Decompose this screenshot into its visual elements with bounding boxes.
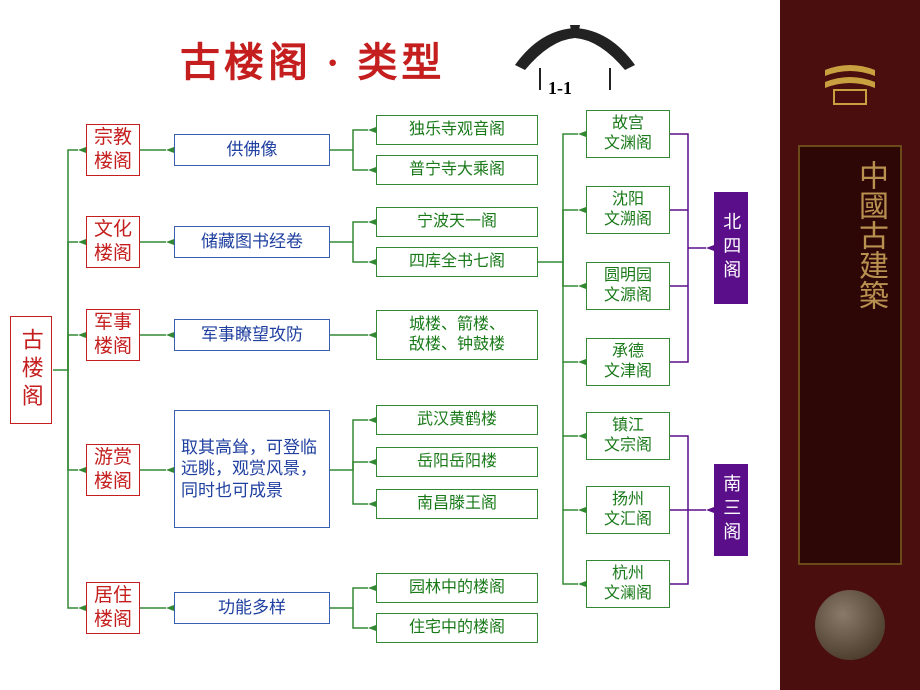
cat-wenhua: 文化 楼阁 <box>86 216 140 268</box>
north-group: 北四阁 <box>714 192 748 304</box>
main-area: 古楼阁 · 类型 1-1 <box>0 0 780 690</box>
siku-yuanming: 圆明园 文源阁 <box>586 262 670 310</box>
root-node: 古楼阁 <box>10 316 52 424</box>
desc-juzhu: 功能多样 <box>174 592 330 624</box>
leaf-siku: 四库全书七阁 <box>376 247 538 277</box>
cat-junshi: 军事 楼阁 <box>86 309 140 361</box>
desc-junshi: 军事瞭望攻防 <box>174 319 330 351</box>
siku-hangzhou: 杭州 文澜阁 <box>586 560 670 608</box>
door-knocker-icon <box>815 590 885 660</box>
desc-zongjiao: 供佛像 <box>174 134 330 166</box>
leaf-chenglou: 城楼、箭楼、 敌楼、钟鼓楼 <box>376 310 538 360</box>
leaf-yueyang: 岳阳岳阳楼 <box>376 447 538 477</box>
cat-juzhu: 居住 楼阁 <box>86 582 140 634</box>
roof-decoration <box>510 20 640 90</box>
leaf-puning: 普宁寺大乘阁 <box>376 155 538 185</box>
siku-gugong: 故宫 文渊阁 <box>586 110 670 158</box>
sidebar: 中國古建築 <box>780 0 920 690</box>
siku-yangzhou: 扬州 文汇阁 <box>586 486 670 534</box>
leaf-tengwang: 南昌滕王阁 <box>376 489 538 519</box>
siku-chengde: 承德 文津阁 <box>586 338 670 386</box>
diagram: 古楼阁 宗教 楼阁 文化 楼阁 军事 楼阁 游赏 楼阁 居住 楼阁 供佛像 储藏… <box>8 110 778 680</box>
leaf-tianyi: 宁波天一阁 <box>376 207 538 237</box>
page-number: 1-1 <box>548 78 572 99</box>
leaf-zhuzhai: 住宅中的楼阁 <box>376 613 538 643</box>
siku-zhenjiang: 镇江 文宗阁 <box>586 412 670 460</box>
leaf-duole: 独乐寺观音阁 <box>376 115 538 145</box>
page-title: 古楼阁 · 类型 <box>180 30 445 88</box>
leaf-huanghe: 武汉黄鹤楼 <box>376 405 538 435</box>
sidebar-logo-icon <box>820 58 880 108</box>
desc-wenhua: 储藏图书经卷 <box>174 226 330 258</box>
south-group: 南三阁 <box>714 464 748 556</box>
cat-zongjiao: 宗教 楼阁 <box>86 124 140 176</box>
desc-youshang: 取其高耸，可登临远眺，观赏风景，同时也可成景 <box>174 410 330 528</box>
cat-youshang: 游赏 楼阁 <box>86 444 140 496</box>
siku-shenyang: 沈阳 文溯阁 <box>586 186 670 234</box>
sidebar-seal-text: 中國古建築 <box>810 160 890 310</box>
leaf-yuanlin: 园林中的楼阁 <box>376 573 538 603</box>
